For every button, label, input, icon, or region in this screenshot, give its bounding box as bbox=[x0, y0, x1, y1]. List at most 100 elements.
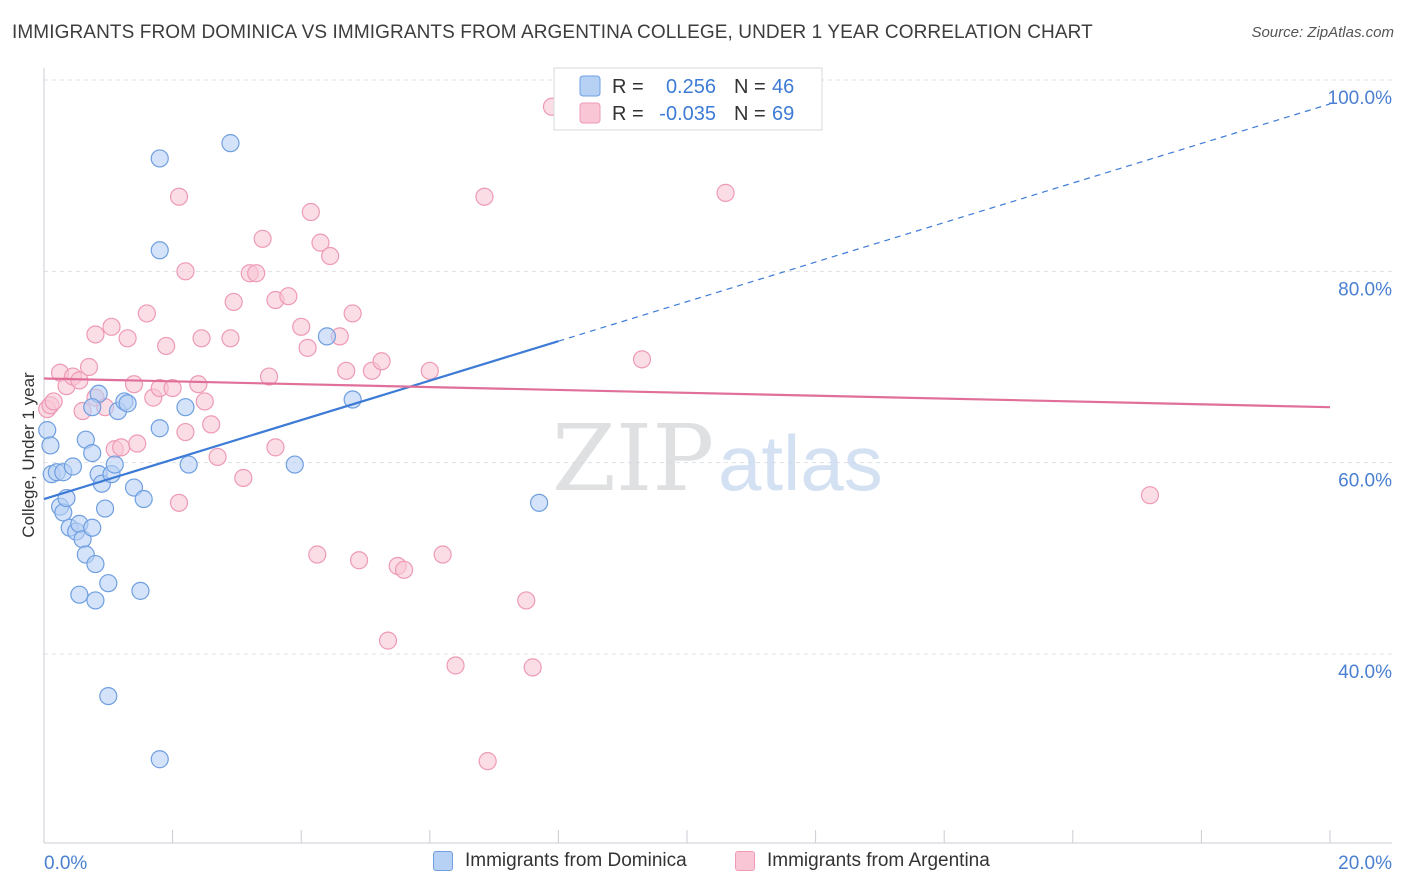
point-dominica bbox=[38, 421, 57, 440]
point-argentina bbox=[176, 262, 195, 281]
legend-swatch-argentina-bottom bbox=[735, 851, 755, 871]
point-argentina bbox=[86, 325, 105, 344]
legend-r-label-argentina: R = bbox=[612, 103, 644, 125]
point-argentina bbox=[523, 658, 542, 677]
point-dominica bbox=[83, 444, 102, 463]
point-argentina bbox=[102, 317, 121, 336]
legend-r-label-dominica: R = bbox=[612, 76, 644, 98]
point-argentina bbox=[137, 304, 156, 323]
point-argentina bbox=[195, 392, 214, 411]
point-argentina bbox=[192, 329, 211, 348]
point-argentina bbox=[169, 493, 189, 512]
point-argentina bbox=[221, 329, 240, 348]
x-tick-label: 20.0% bbox=[1338, 853, 1392, 874]
point-argentina bbox=[124, 375, 144, 394]
watermark-zip: ZIP bbox=[552, 405, 714, 512]
x-tick-label: 0.0% bbox=[44, 853, 87, 874]
grid-lines bbox=[44, 79, 1392, 655]
point-dominica bbox=[131, 581, 150, 600]
y-tick-label: 80.0% bbox=[1338, 279, 1392, 300]
point-argentina bbox=[128, 434, 147, 453]
point-argentina bbox=[372, 352, 391, 371]
point-dominica bbox=[99, 686, 118, 706]
legend-r-value-argentina: -0.035 bbox=[659, 103, 716, 125]
legend-swatch-argentina bbox=[579, 102, 601, 124]
y-tick-label: 60.0% bbox=[1338, 471, 1392, 492]
legend-item-argentina: Immigrants from Argentina bbox=[735, 850, 990, 872]
point-dominica bbox=[41, 436, 60, 455]
point-dominica bbox=[150, 241, 169, 260]
point-argentina bbox=[517, 591, 536, 610]
point-argentina bbox=[79, 357, 99, 377]
point-dominica bbox=[150, 750, 169, 769]
point-argentina bbox=[189, 375, 208, 394]
trend-lines bbox=[43, 103, 1331, 501]
trend-line-dominica bbox=[43, 340, 559, 501]
series-dominica-points bbox=[38, 134, 549, 769]
point-argentina bbox=[349, 551, 369, 570]
point-argentina bbox=[163, 378, 182, 398]
point-dominica bbox=[86, 591, 105, 610]
point-argentina bbox=[169, 187, 189, 206]
trend-line-dominica-extension bbox=[558, 103, 1331, 342]
point-argentina bbox=[337, 361, 356, 380]
point-dominica bbox=[95, 499, 115, 518]
chart-title: IMMIGRANTS FROM DOMINICA VS IMMIGRANTS F… bbox=[12, 22, 1093, 43]
legend-n-label-dominica: N = bbox=[734, 76, 766, 98]
y-tick-label: 100.0% bbox=[1328, 88, 1393, 109]
point-argentina bbox=[378, 631, 398, 650]
watermark-atlas: atlas bbox=[718, 419, 883, 507]
point-argentina bbox=[224, 292, 243, 312]
point-argentina bbox=[433, 545, 452, 564]
point-argentina bbox=[311, 233, 330, 252]
legend-label-dominica: Immigrants from Dominica bbox=[465, 850, 687, 871]
legend-swatch-dominica-bottom bbox=[433, 851, 453, 871]
point-argentina bbox=[478, 752, 497, 771]
axes bbox=[43, 68, 1392, 844]
point-dominica bbox=[118, 394, 137, 413]
point-argentina bbox=[176, 422, 195, 442]
point-argentina bbox=[475, 187, 494, 206]
point-argentina bbox=[112, 438, 131, 457]
point-argentina bbox=[202, 415, 221, 434]
point-dominica bbox=[530, 493, 549, 512]
series-argentina-points bbox=[38, 86, 1160, 771]
point-argentina bbox=[118, 329, 137, 348]
point-argentina bbox=[292, 317, 311, 336]
point-dominica bbox=[150, 149, 169, 168]
legend-label-argentina: Immigrants from Argentina bbox=[767, 850, 990, 871]
tick-labels: 40.0% 60.0% 80.0% 100.0% 0.0% 20.0% bbox=[44, 88, 1392, 874]
legend-n-value-dominica: 46 bbox=[772, 76, 794, 98]
y-axis-title: College, Under 1 year bbox=[19, 372, 38, 538]
point-argentina bbox=[321, 246, 340, 266]
legend-n-label-argentina: N = bbox=[734, 103, 766, 125]
point-dominica bbox=[317, 327, 337, 346]
point-argentina bbox=[632, 350, 652, 369]
point-dominica bbox=[86, 554, 105, 574]
point-argentina bbox=[301, 202, 320, 222]
point-argentina bbox=[394, 560, 414, 579]
point-argentina bbox=[234, 468, 253, 488]
point-argentina bbox=[157, 336, 176, 356]
point-dominica bbox=[70, 585, 89, 604]
point-dominica bbox=[134, 489, 153, 509]
point-dominica bbox=[176, 398, 195, 417]
point-dominica bbox=[83, 398, 102, 417]
point-argentina bbox=[44, 392, 63, 411]
point-argentina bbox=[208, 447, 227, 467]
point-argentina bbox=[247, 264, 266, 283]
point-dominica bbox=[179, 455, 198, 474]
source-label: Source: ZipAtlas.com bbox=[1251, 24, 1394, 41]
point-dominica bbox=[83, 518, 102, 537]
point-argentina bbox=[343, 304, 362, 323]
legend-r-value-dominica: 0.256 bbox=[666, 76, 716, 98]
point-argentina bbox=[420, 361, 439, 380]
legend-swatch-dominica bbox=[579, 75, 601, 97]
point-dominica bbox=[105, 455, 124, 474]
y-tick-label: 40.0% bbox=[1338, 662, 1392, 683]
point-argentina bbox=[266, 438, 285, 457]
point-argentina bbox=[259, 367, 279, 386]
legend-n-value-argentina: 69 bbox=[772, 103, 794, 125]
point-argentina bbox=[279, 287, 298, 306]
